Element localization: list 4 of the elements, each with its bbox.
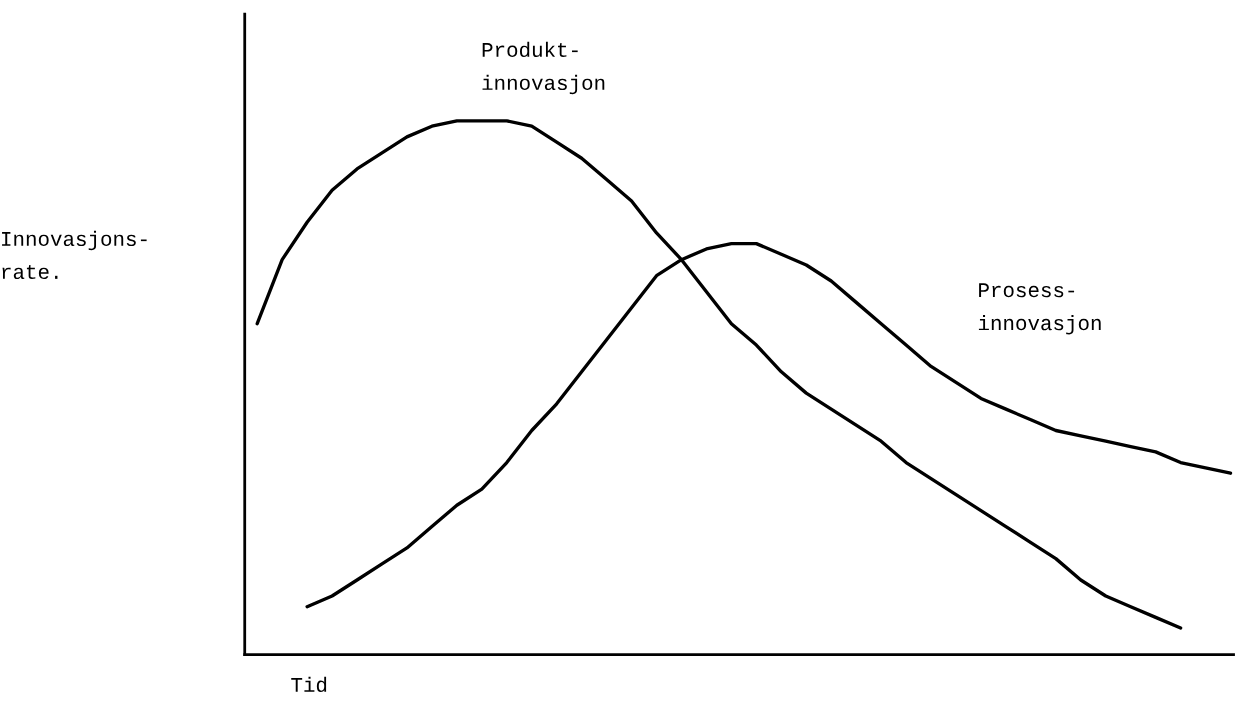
series-label: Produkt- innovasjon	[482, 41, 605, 95]
x-axis-title: Tid	[291, 676, 327, 693]
text: Prosess- innovasjon	[978, 283, 1101, 335]
y-axis-title: Innovasjons- rate.	[2, 230, 147, 280]
